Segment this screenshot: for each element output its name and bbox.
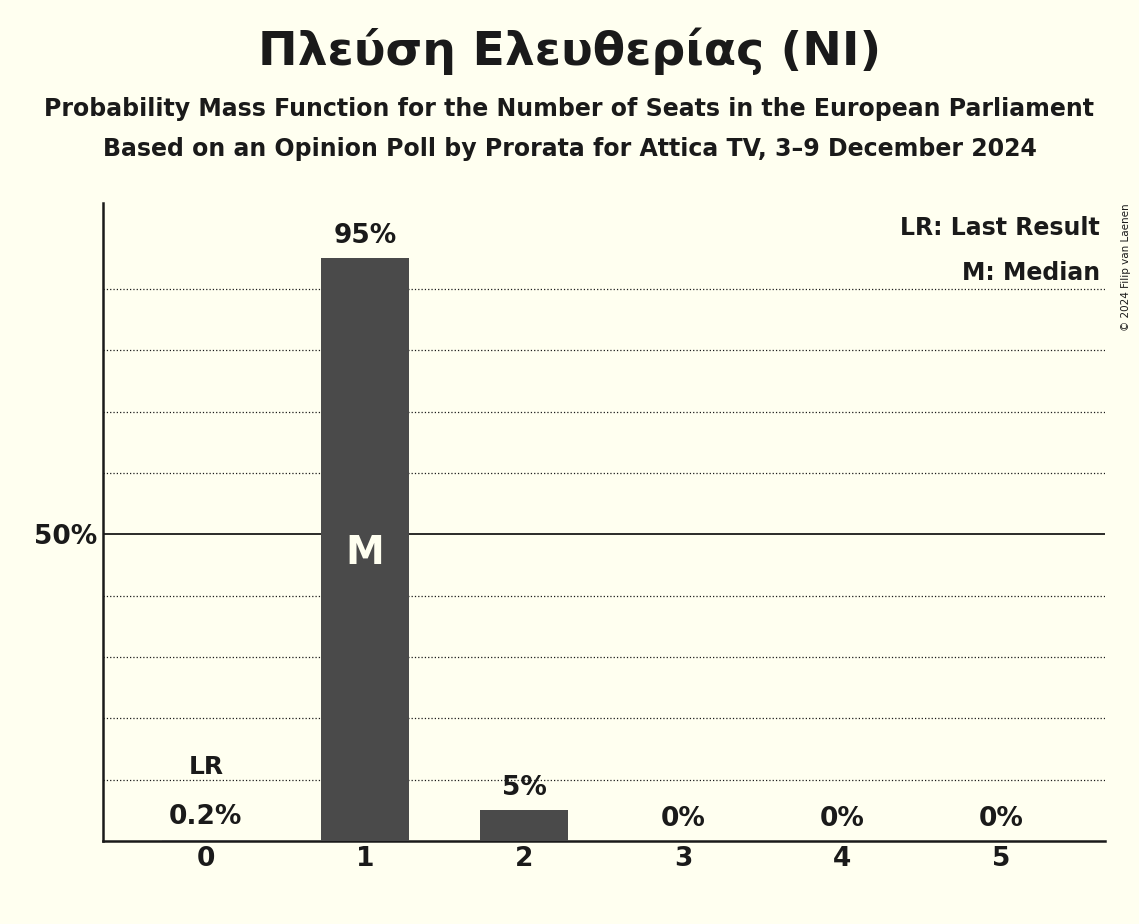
- Text: 95%: 95%: [334, 224, 396, 249]
- Text: M: M: [345, 534, 384, 572]
- Text: 0%: 0%: [980, 806, 1024, 832]
- Text: 0%: 0%: [661, 806, 706, 832]
- Text: 0%: 0%: [820, 806, 865, 832]
- Bar: [321, 259, 409, 841]
- Text: 5%: 5%: [501, 775, 547, 801]
- Text: Probability Mass Function for the Number of Seats in the European Parliament: Probability Mass Function for the Number…: [44, 97, 1095, 121]
- Text: Based on an Opinion Poll by Prorata for Attica TV, 3–9 December 2024: Based on an Opinion Poll by Prorata for …: [103, 137, 1036, 161]
- Text: 0.2%: 0.2%: [170, 805, 243, 831]
- Text: Πλεύση Ελευθερίας (NI): Πλεύση Ελευθερίας (NI): [257, 28, 882, 75]
- Text: LR: Last Result: LR: Last Result: [900, 216, 1100, 240]
- Bar: [162, 840, 249, 841]
- Text: © 2024 Filip van Laenen: © 2024 Filip van Laenen: [1121, 203, 1131, 331]
- Text: M: Median: M: Median: [961, 261, 1100, 285]
- Bar: [481, 810, 568, 841]
- Text: LR: LR: [188, 755, 223, 779]
